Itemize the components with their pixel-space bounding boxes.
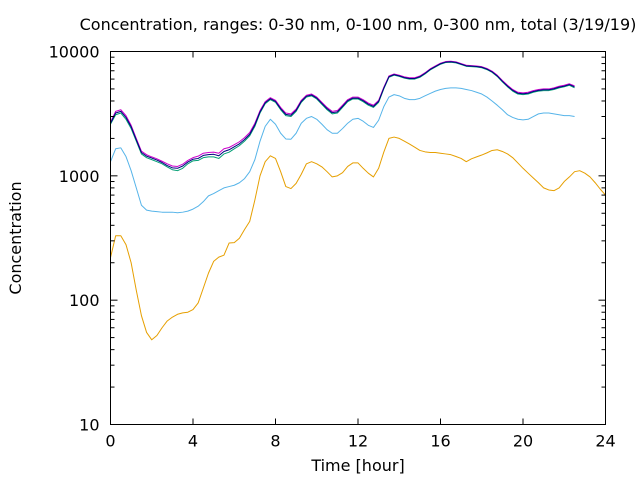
y-tick-label: 100 (69, 291, 100, 310)
series-line-2 (110, 87, 575, 214)
series-line-3 (110, 61, 575, 172)
x-tick-label: 24 (595, 432, 615, 451)
plot-lines (110, 60, 606, 341)
x-axis: 0 4 8 12 16 20 24 (105, 51, 616, 451)
y-tick-label: 10000 (49, 43, 100, 62)
x-tick-label: 4 (188, 432, 198, 451)
y-axis: 10 100 1000 10000 (49, 43, 606, 435)
x-axis-label: Time [hour] (310, 456, 404, 475)
x-tick-label: 12 (348, 432, 368, 451)
series-line-5 (110, 61, 575, 169)
series-line-1 (110, 136, 606, 341)
y-tick-label: 10 (79, 416, 99, 435)
y-axis-label: Concentration (6, 181, 25, 294)
x-tick-label: 8 (270, 432, 280, 451)
x-tick-label: 0 (105, 432, 115, 451)
chart-title: Concentration, ranges: 0-30 nm, 0-100 nm… (80, 15, 637, 34)
series-line-4 (110, 60, 575, 167)
x-tick-label: 16 (430, 432, 450, 451)
x-tick-label: 20 (513, 432, 533, 451)
plot-frame (110, 51, 606, 425)
y-tick-label: 1000 (59, 167, 100, 186)
